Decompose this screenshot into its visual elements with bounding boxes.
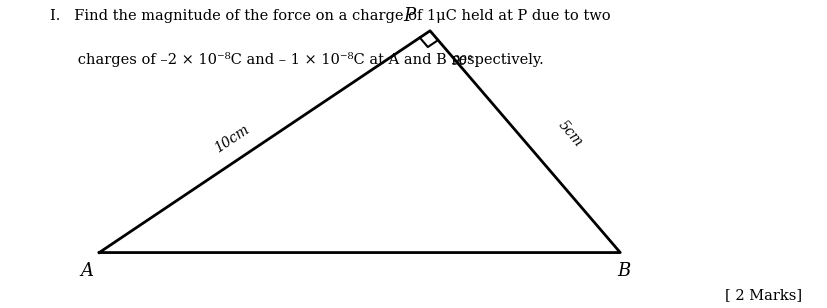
Text: B: B xyxy=(618,262,631,280)
Text: 90°: 90° xyxy=(452,55,474,68)
Text: 10cm: 10cm xyxy=(212,122,251,155)
Text: A: A xyxy=(80,262,93,280)
Text: charges of –2 × 10⁻⁸C and – 1 × 10⁻⁸C at A and B respectively.: charges of –2 × 10⁻⁸C and – 1 × 10⁻⁸C at… xyxy=(50,52,543,67)
Text: P: P xyxy=(404,7,415,25)
Text: [ 2 Marks]: [ 2 Marks] xyxy=(725,288,802,302)
Text: 5cm: 5cm xyxy=(556,118,586,150)
Text: I.   Find the magnitude of the force on a charge of 1μC held at P due to two: I. Find the magnitude of the force on a … xyxy=(50,9,610,23)
